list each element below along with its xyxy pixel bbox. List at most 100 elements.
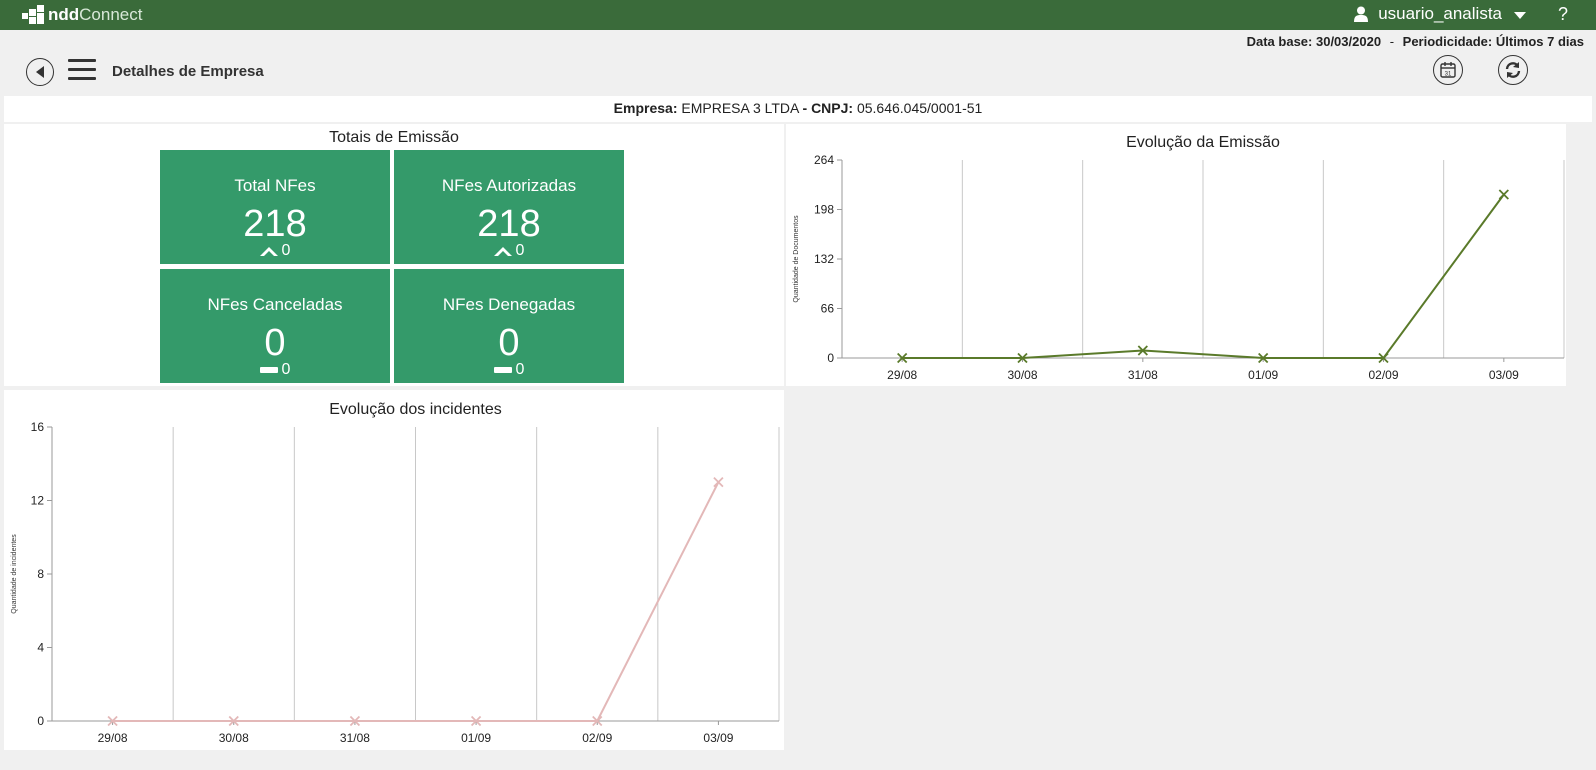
trend-flat-icon (259, 367, 278, 373)
data-point (897, 352, 908, 364)
y-tick-label: 0 (37, 714, 44, 728)
series-line (902, 193, 1505, 359)
data-base-label: Data base: (1246, 34, 1313, 49)
kpi-delta: 0 (394, 242, 624, 260)
emissao-chart-panel: Evolução da Emissão 0 66 132 198 264 Quantidad… (786, 124, 1566, 386)
chart-title: Evolução dos incidentes (329, 401, 502, 418)
data-point (1378, 352, 1389, 364)
trend-up-icon (259, 247, 278, 256)
x-tick-label: 02/09 (582, 731, 612, 745)
data-point (349, 715, 361, 727)
period-info: Data base: 30/03/2020 - Periodicidade: Ú… (1247, 34, 1584, 49)
x-tick-label: 29/08 (887, 368, 917, 382)
x-tick-label: 30/08 (1007, 368, 1037, 382)
refresh-button[interactable] (1498, 55, 1528, 85)
totais-title: Totais de Emissão (329, 129, 459, 146)
y-tick-label: 4 (37, 641, 44, 655)
arrow-left-icon (36, 66, 44, 78)
empresa-value: EMPRESA 3 LTDA (681, 100, 799, 116)
kpi-delta-value: 0 (515, 242, 525, 259)
kpi-value: 0 (264, 322, 286, 364)
data-point (470, 715, 482, 727)
x-tick-label: 01/09 (461, 731, 491, 745)
trend-flat-icon (493, 367, 512, 373)
kpi-label: NFes Autorizadas (441, 176, 577, 195)
kpi-tile[interactable]: Total NFes 218 0 (160, 150, 390, 264)
kpi-tile[interactable]: NFes Autorizadas 218 0 (394, 150, 624, 264)
kpi-delta-value: 0 (281, 361, 291, 378)
data-point (107, 715, 118, 727)
calendar-day: 31 (1445, 72, 1452, 78)
refresh-icon (1505, 62, 1521, 78)
y-tick-label: 12 (31, 494, 45, 508)
y-tick-label: 16 (31, 420, 45, 434)
page-title: Detalhes de Empresa (112, 63, 264, 80)
company-separator: - (802, 100, 808, 116)
y-tick-label: 198 (814, 203, 834, 217)
kpi-label: Total NFes (234, 176, 316, 195)
data-base-value: 30/03/2020 (1315, 34, 1382, 49)
kpi-value: 218 (243, 203, 307, 245)
x-tick-label: 30/08 (219, 731, 249, 745)
back-button[interactable] (26, 58, 54, 86)
periodicidade-value: Últimos 7 dias (1495, 34, 1584, 49)
kpi-delta-value: 0 (281, 242, 291, 259)
y-tick-label: 66 (821, 302, 835, 316)
kpi-value: 218 (477, 203, 541, 245)
x-tick-label: 29/08 (98, 731, 128, 745)
cnpj-label: CNPJ: (811, 100, 854, 116)
user-menu[interactable]: usuario_analista (1354, 4, 1526, 24)
logo-text: nddConnect (48, 5, 143, 24)
periodicidade-label: Periodicidade: (1402, 34, 1493, 49)
company-info-bar: Empresa: EMPRESA 3 LTDA - CNPJ: 05.646.0… (4, 96, 1592, 122)
logo-icon (22, 5, 44, 25)
y-tick-label: 8 (37, 567, 44, 581)
y-tick-label: 132 (814, 252, 834, 266)
y-tick-label: 264 (814, 153, 834, 167)
kpi-delta: 0 (160, 361, 390, 379)
kpi-label: NFes Canceladas (207, 295, 343, 314)
chevron-down-icon (1514, 11, 1526, 19)
x-tick-label: 03/09 (1489, 368, 1519, 382)
series-line (112, 481, 720, 722)
info-separator: - (1389, 34, 1395, 49)
data-point (1258, 352, 1269, 364)
trend-up-icon (493, 247, 512, 256)
kpi-tile[interactable]: NFes Denegadas 0 0 (394, 269, 624, 383)
x-tick-label: 01/09 (1248, 368, 1278, 382)
incidentes-chart-panel: Evolução dos incidentes 0 4 8 12 16 Quantidade… (4, 390, 784, 750)
data-point (1137, 345, 1148, 356)
cnpj-value: 05.646.045/0001-51 (856, 100, 983, 116)
empresa-label: Empresa: (613, 100, 678, 116)
y-axis-label: Quantidade de incidentes (11, 534, 18, 614)
calendar-icon: 31 (1440, 62, 1456, 78)
y-axis-label: Quantidade de Documentos (793, 215, 800, 303)
y-tick-label: 0 (827, 351, 834, 365)
x-tick-label: 02/09 (1368, 368, 1398, 382)
kpi-delta: 0 (394, 361, 624, 379)
kpi-delta: 0 (160, 242, 390, 260)
x-tick-label: 31/08 (340, 731, 370, 745)
username: usuario_analista (1378, 4, 1502, 23)
top-bar: nddConnect usuario_analista ? (0, 0, 1596, 30)
data-point (228, 715, 239, 727)
x-tick-label: 31/08 (1128, 368, 1158, 382)
kpi-value: 0 (498, 322, 520, 364)
data-point (592, 715, 603, 727)
data-point (1017, 352, 1028, 364)
calendar-button[interactable]: 31 (1433, 55, 1463, 85)
emissao-chart: Evolução da Emissão 0 66 132 198 264 Quantidad… (793, 134, 1565, 382)
totais-panel: Totais de Emissão Total NFes 218 0 NFes Aut… (4, 124, 784, 386)
data-point (713, 476, 724, 488)
x-tick-label: 03/09 (703, 731, 733, 745)
incidentes-chart: Evolução dos incidentes 0 4 8 12 16 Quantidade… (11, 401, 780, 745)
kpi-label: NFes Denegadas (442, 295, 576, 314)
kpi-tile[interactable]: NFes Canceladas 0 0 (160, 269, 390, 383)
chart-title: Evolução da Emissão (1126, 134, 1280, 151)
user-icon (1354, 6, 1369, 22)
menu-icon[interactable] (68, 59, 96, 81)
kpi-delta-value: 0 (515, 361, 525, 378)
help-button[interactable]: ? (1557, 4, 1568, 24)
ndd-connect-logo[interactable]: nddConnect (22, 5, 142, 25)
data-point (1498, 189, 1509, 200)
